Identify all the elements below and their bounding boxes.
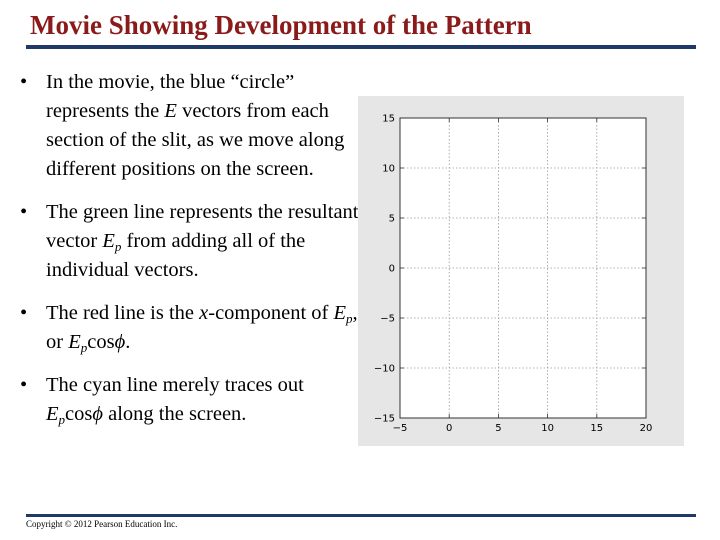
bullet-text: .: [125, 331, 131, 353]
bullet-marker: •: [20, 201, 28, 223]
y-tick-label: 5: [389, 214, 395, 225]
plot-frame: −5 0 5 10 15 20 15 10 5 0 −5 −10 −15: [358, 96, 684, 446]
bullet-text: The green line represents the resultant …: [46, 201, 359, 252]
bullet-marker: •: [20, 374, 28, 396]
symbol-e: E: [164, 100, 177, 122]
x-tick-label: 0: [446, 423, 452, 434]
bullet-text: cos: [65, 403, 93, 425]
bullet-text: In the movie, the blue “circle” represen…: [46, 71, 295, 122]
bullet-text: The red line is the: [46, 302, 200, 324]
copyright-text: Copyright © 2012 Pearson Education Inc.: [26, 519, 178, 529]
bullet-text: vectors from each section of the slit, a…: [46, 100, 345, 180]
symbol-e: E: [68, 331, 81, 353]
diffraction-plot: −5 0 5 10 15 20 15 10 5 0 −5 −10 −15: [374, 114, 653, 435]
symbol-e: E: [46, 403, 59, 425]
y-tick-label: −5: [380, 314, 395, 325]
symbol-e: E: [102, 230, 115, 252]
x-tick-label: 20: [640, 423, 653, 434]
symbol-subscript-p: p: [114, 239, 122, 254]
slide-title: Movie Showing Development of the Pattern: [30, 10, 532, 40]
y-tick-label: 10: [382, 164, 395, 175]
symbol-phi: ϕ: [114, 331, 126, 353]
bullet-list: • In the movie, the blue “circle” represe…: [20, 68, 360, 429]
bullet-item: • In the movie, the blue “circle” represe…: [20, 68, 360, 184]
bullet-item: • The green line represents the resultant…: [20, 198, 360, 285]
bullet-text: cos: [87, 331, 115, 353]
bullet-text: -component of: [208, 302, 334, 324]
bullet-text: along the screen.: [102, 403, 247, 425]
bullet-item: • The cyan line merely traces out Epcosϕ …: [20, 371, 360, 429]
bullet-text: from adding all of the individual vector…: [46, 230, 306, 281]
x-tick-label: 5: [495, 423, 501, 434]
symbol-phi: ϕ: [92, 403, 103, 425]
y-tick-label: 15: [382, 114, 395, 125]
bullet-text: The cyan line merely traces out: [46, 374, 304, 396]
y-tick-label: −15: [374, 414, 395, 425]
bullet-marker: •: [20, 302, 28, 324]
title-underline: [26, 45, 696, 49]
y-tick-label: −10: [374, 364, 395, 375]
symbol-e: E: [333, 302, 347, 324]
x-tick-label: 10: [541, 423, 554, 434]
symbol-subscript-p: p: [346, 311, 353, 326]
x-tick-label: 15: [590, 423, 603, 434]
bullet-item: • The red line is the x-component of Ep, …: [20, 299, 360, 357]
y-tick-label: 0: [389, 264, 395, 275]
x-tick-label: −5: [393, 423, 408, 434]
symbol-subscript-p: p: [58, 412, 66, 427]
footer-rule: [26, 514, 696, 517]
symbol-x: x: [199, 302, 209, 324]
symbol-subscript-p: p: [80, 340, 88, 355]
bullet-text: , or: [46, 302, 358, 353]
bullet-marker: •: [20, 71, 28, 93]
